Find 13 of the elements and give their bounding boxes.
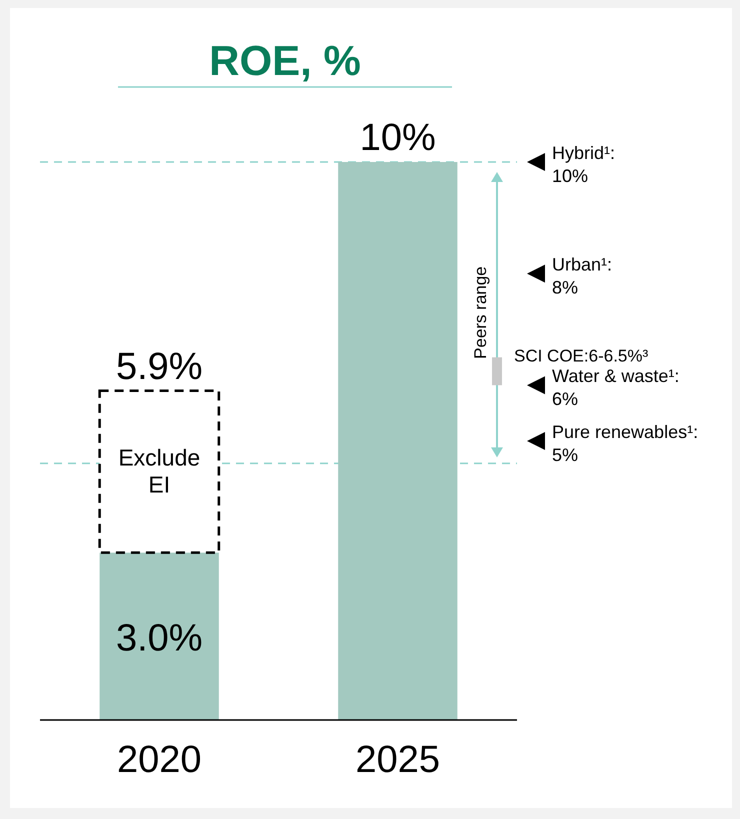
- text: Urban¹: 8%: [552, 254, 618, 298]
- text: Pure renewables¹: 5%: [552, 422, 704, 465]
- chart-title: ROE, %: [209, 37, 361, 84]
- annotation: Peers range: [471, 266, 490, 359]
- x-tick-label: 2025: [355, 739, 440, 782]
- x-tick-label: 2020: [116, 739, 202, 782]
- data-label: 10%: [360, 117, 436, 159]
- text: Hybrid¹: 10%: [552, 143, 620, 186]
- data-label: 3.0%: [116, 617, 203, 660]
- series-label: Exclude EI: [118, 444, 200, 498]
- annotation: 5.9%: [116, 346, 203, 388]
- text: Water & waste¹: 6%: [552, 366, 684, 410]
- annotation: SCI COE:6-6.5%³: [514, 346, 648, 366]
